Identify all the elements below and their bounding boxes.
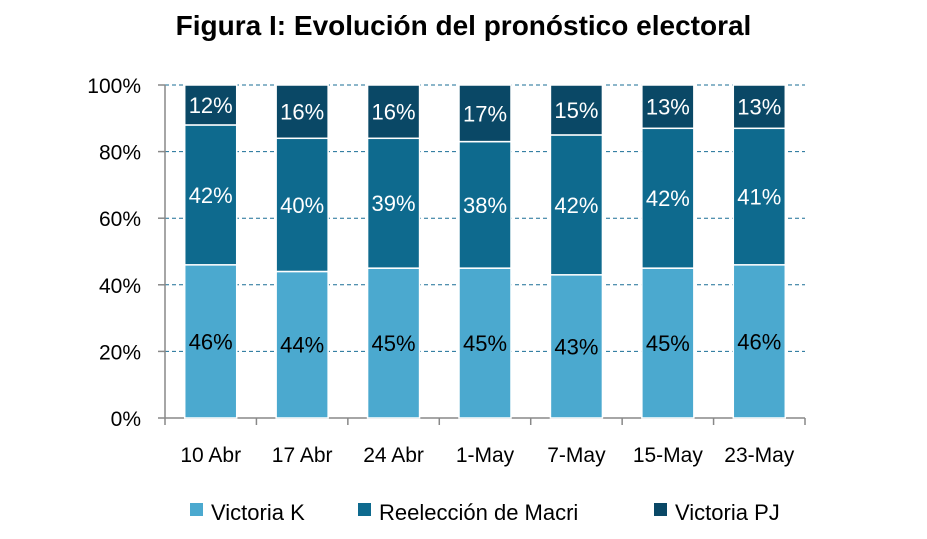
data-label: 42%	[189, 183, 233, 208]
bar-segment	[458, 267, 512, 419]
y-tick-label: 40%	[99, 275, 141, 298]
bar-segment	[732, 264, 787, 419]
x-tick-label: 15-May	[633, 444, 704, 467]
data-label: 13%	[737, 95, 781, 120]
legend-label: Reelección de Macri	[379, 500, 578, 525]
bar-segment	[549, 274, 604, 419]
bar-segment	[641, 127, 695, 269]
bar-segment	[549, 134, 604, 276]
data-label: 13%	[646, 95, 690, 120]
data-label: 45%	[372, 331, 416, 356]
x-tick-label: 23-May	[724, 444, 795, 467]
legend-swatch	[358, 503, 371, 516]
y-tick-label: 20%	[99, 341, 141, 364]
data-label: 43%	[554, 334, 598, 359]
bar-segment	[458, 140, 512, 269]
bar-segment	[275, 270, 329, 419]
data-label: 16%	[280, 100, 324, 125]
bar-segment	[732, 127, 787, 266]
x-tick-label: 7-May	[547, 444, 606, 467]
y-tick-label: 80%	[99, 142, 141, 165]
bar-segment	[183, 84, 238, 126]
data-label: 42%	[554, 193, 598, 218]
data-label: 44%	[280, 333, 324, 358]
data-label: 39%	[372, 191, 416, 216]
bar-segment	[641, 267, 695, 419]
chart-title: Figura I: Evolución del pronóstico elect…	[175, 10, 752, 41]
data-label: 38%	[463, 193, 507, 218]
data-label: 16%	[372, 100, 416, 125]
bar-segment	[732, 84, 787, 130]
y-tick-label: 0%	[111, 408, 141, 431]
bar-segment	[458, 84, 512, 143]
bar-segment	[366, 84, 421, 140]
data-label: 42%	[646, 186, 690, 211]
x-tick-label: 10 Abr	[180, 444, 241, 467]
data-label: 45%	[463, 331, 507, 356]
data-label: 17%	[463, 101, 507, 126]
data-label: 46%	[189, 329, 233, 354]
data-label: 12%	[189, 93, 233, 118]
data-label: 46%	[737, 329, 781, 354]
data-label: 40%	[280, 193, 324, 218]
data-label: 41%	[737, 185, 781, 210]
x-tick-label: 17 Abr	[272, 444, 333, 467]
x-tick-label: 24 Abr	[363, 444, 424, 467]
y-tick-label: 60%	[99, 208, 141, 231]
bar-segment	[366, 137, 421, 269]
legend-label: Victoria K	[211, 500, 305, 525]
y-tick-label: 100%	[87, 75, 141, 98]
legend-swatch	[654, 503, 667, 516]
legend-swatch	[190, 503, 203, 516]
bar-segment	[275, 137, 329, 273]
data-label: 45%	[646, 331, 690, 356]
data-label: 15%	[554, 98, 598, 123]
bar-segment	[275, 84, 329, 140]
x-tick-label: 1-May	[456, 444, 515, 467]
bar-segment	[641, 84, 695, 130]
bar-segment	[549, 84, 604, 136]
legend-label: Victoria PJ	[675, 500, 780, 525]
